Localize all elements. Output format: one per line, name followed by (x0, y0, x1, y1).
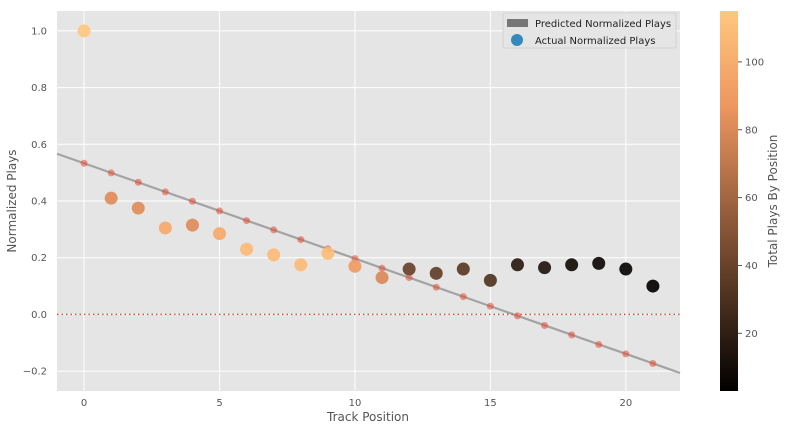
actual-point (646, 279, 660, 293)
legend-actual-marker (511, 34, 523, 46)
colorbar: 20 40 60 80 100 Total Plays By Position (720, 11, 780, 391)
predicted-point (486, 302, 494, 310)
predicted-point (161, 188, 169, 196)
y-tick-label: 1.0 (31, 26, 47, 37)
predicted-point (243, 217, 251, 225)
predicted-point (459, 293, 467, 301)
predicted-point (188, 197, 196, 205)
predicted-point (595, 340, 603, 348)
predicted-point (270, 226, 278, 234)
x-tick-label: 0 (81, 398, 87, 409)
predicted-point (541, 321, 549, 329)
colorbar-label: Total Plays By Position (766, 135, 780, 269)
actual-point (321, 246, 335, 260)
colorbar-tick-label: 60 (745, 193, 758, 204)
y-tick-label: 0.4 (31, 197, 47, 208)
x-tick-label: 5 (216, 398, 222, 409)
colorbar-tick-label: 80 (745, 125, 758, 136)
x-axis-label: Track Position (326, 410, 409, 424)
predicted-point (622, 350, 630, 358)
actual-point (294, 258, 308, 272)
actual-point (456, 262, 470, 276)
actual-point (158, 221, 172, 235)
y-tick-label: −0.2 (23, 367, 47, 378)
actual-point (348, 259, 362, 273)
predicted-point (649, 359, 657, 367)
actual-point (131, 201, 145, 215)
predicted-point (216, 207, 224, 215)
y-tick-label: 0.6 (31, 140, 47, 151)
predicted-point (80, 159, 88, 167)
actual-point (565, 258, 579, 272)
predicted-point (134, 178, 142, 186)
y-axis-ticks: −0.2 0.0 0.2 0.4 0.6 0.8 1.0 (23, 26, 47, 377)
grid (57, 11, 680, 391)
legend: Predicted Normalized Plays Actual Normal… (502, 12, 677, 49)
predicted-line (56, 152, 681, 374)
legend-box (502, 12, 677, 49)
predicted-point (378, 264, 386, 272)
x-tick-label: 10 (349, 398, 362, 409)
predicted-point (568, 331, 576, 339)
actual-point (267, 248, 281, 262)
actual-point (104, 191, 118, 205)
colorbar-gradient (720, 11, 738, 391)
colorbar-tick-label: 20 (745, 329, 758, 340)
actual-point (240, 242, 254, 256)
actual-point (619, 262, 633, 276)
predicted-point (107, 169, 115, 177)
actual-point (402, 262, 416, 276)
y-axis-label: Normalized Plays (5, 149, 19, 252)
actual-point (375, 271, 389, 285)
colorbar-ticks: 20 40 60 80 100 (738, 57, 764, 340)
actual-point (483, 273, 497, 287)
x-tick-label: 20 (619, 398, 632, 409)
actual-point (77, 24, 91, 38)
y-tick-label: 0.2 (31, 253, 47, 264)
predicted-point (405, 274, 413, 282)
predicted-point (432, 283, 440, 291)
actual-point (592, 256, 606, 270)
actual-point (185, 218, 199, 232)
actual-points (77, 24, 660, 293)
x-axis-ticks: 0 5 10 15 20 (81, 398, 632, 409)
x-tick-label: 15 (484, 398, 497, 409)
colorbar-tick-label: 40 (745, 261, 758, 272)
legend-actual-label: Actual Normalized Plays (535, 36, 655, 47)
actual-point (538, 261, 552, 275)
predicted-point (513, 312, 521, 320)
actual-point (510, 258, 524, 272)
actual-point (429, 266, 443, 280)
actual-point (213, 227, 227, 241)
predicted-point (297, 236, 305, 244)
colorbar-tick-label: 100 (745, 57, 764, 68)
legend-predicted-label: Predicted Normalized Plays (535, 19, 671, 30)
y-tick-label: 0.8 (31, 83, 47, 94)
y-tick-label: 0.0 (31, 310, 47, 321)
legend-predicted-patch (507, 19, 528, 27)
predicted-points (80, 159, 657, 367)
